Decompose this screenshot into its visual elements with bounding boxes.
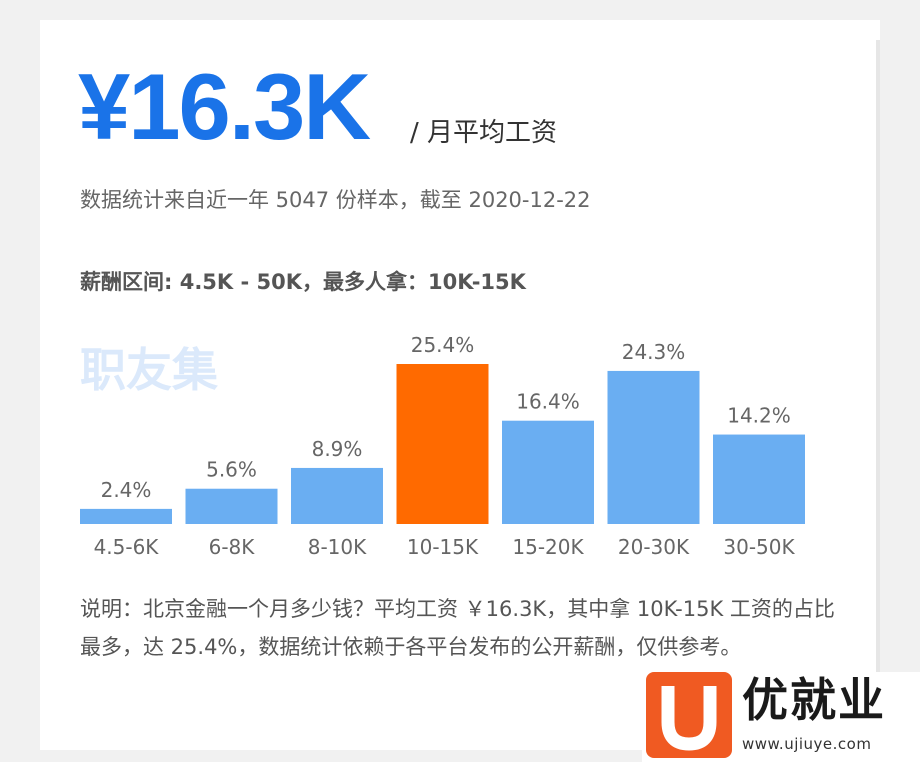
category-label: 20-30K: [618, 535, 690, 559]
brand-url: www.ujiuye.com: [742, 735, 872, 753]
watermark-text: 职友集: [80, 343, 218, 397]
average-salary-unit: / 月平均工资: [410, 118, 558, 148]
bar-value-label: 16.4%: [516, 390, 580, 414]
brand-logo-icon: [646, 672, 732, 758]
bar-30-50K: [713, 434, 805, 524]
average-salary-value: ¥16.3K: [78, 54, 371, 159]
category-label: 6-8K: [209, 535, 256, 559]
bar-8-10K: [291, 467, 383, 524]
brand-name: 优就业: [742, 673, 886, 727]
sample-statistics-note: 数据统计来自近一年 5047 份样本，截至 2020-12-22: [80, 188, 591, 212]
category-label: 30-50K: [723, 535, 795, 559]
bar-10-15K: [396, 364, 489, 524]
card-edge-divider: [876, 40, 880, 740]
category-label: 15-20K: [512, 535, 584, 559]
description-text: 说明：北京金融一个月多少钱？平均工资 ￥16.3K，其中拿 10K-15K 工资…: [80, 597, 835, 659]
bar-15-20K: [502, 420, 594, 524]
category-label: 8-10K: [308, 535, 367, 559]
bar-value-label: 24.3%: [622, 340, 686, 364]
bar-value-label: 25.4%: [411, 333, 475, 357]
bar-value-label: 8.9%: [312, 437, 363, 461]
bar-4.5-6K: [80, 508, 172, 524]
bar-value-label: 5.6%: [206, 458, 257, 482]
bar-6-8K: [185, 488, 278, 524]
bar-20-30K: [607, 370, 700, 524]
bar-value-label: 14.2%: [727, 404, 791, 428]
salary-range-line: 薪酬区间: 4.5K - 50K，最多人拿：10K-15K: [80, 270, 526, 294]
category-label: 4.5-6K: [94, 535, 160, 559]
bar-value-label: 2.4%: [101, 478, 152, 502]
brand-u-icon: [661, 686, 717, 751]
category-label: 10-15K: [407, 535, 479, 559]
